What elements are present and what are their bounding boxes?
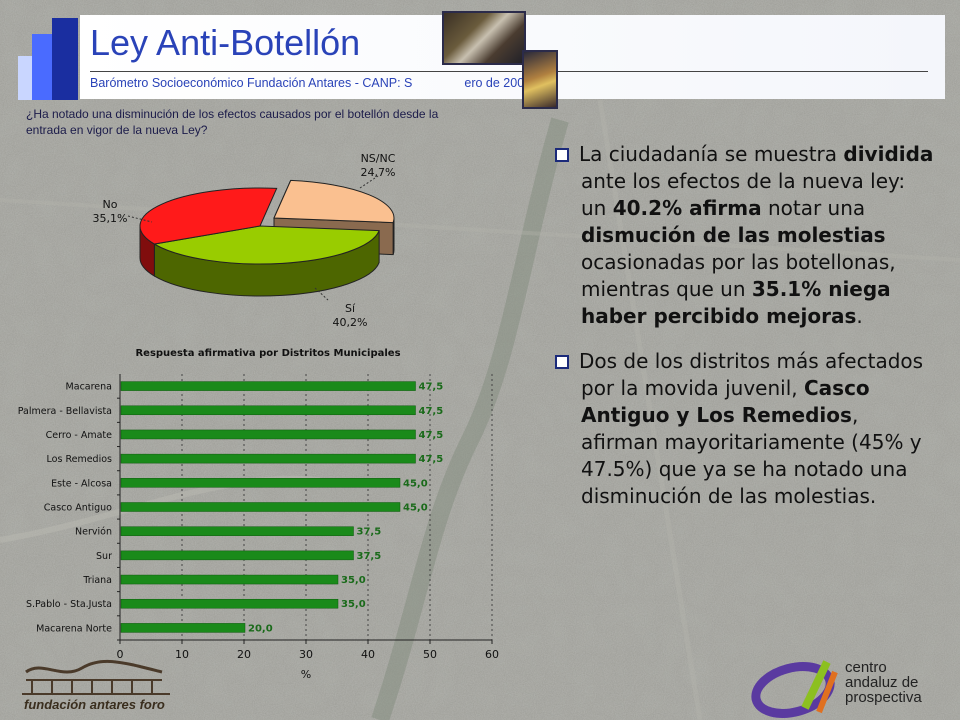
bar-value-label: 37,5 [357, 551, 382, 562]
summary-text-segment: . [856, 304, 863, 328]
pie-value-label: 40,2% [333, 316, 368, 329]
pie-leader-line [127, 215, 153, 223]
summary-text-segment: notar una [761, 196, 866, 220]
x-tick-label: 40 [361, 648, 375, 661]
bar [120, 502, 401, 512]
centro-andaluz-logo-icon [751, 660, 838, 718]
x-axis-label: % [301, 668, 311, 681]
bar-value-label: 47,5 [419, 382, 444, 393]
bar-value-label: 37,5 [357, 527, 382, 538]
category-label: Macarena [66, 382, 112, 393]
category-label: Palmera - Bellavista [18, 406, 112, 417]
summary-text-segment: 35.1% niega haber percibido mejoras [581, 277, 891, 328]
summary-text: La ciudadanía se muestra dividida ante l… [555, 141, 935, 528]
summary-text-segment: ante los efectos de la nueva ley: un [581, 169, 906, 220]
x-tick-label: 60 [485, 648, 499, 661]
summary-text-segment: 40.2% afirma [612, 196, 762, 220]
summary-text-segment: Casco Antiguo y Los Remedios [581, 376, 870, 427]
category-label: Este - Alcosa [51, 478, 112, 489]
header-photo-bottles [442, 11, 526, 65]
bar-value-label: 45,0 [403, 503, 428, 514]
bar-value-label: 47,5 [419, 454, 444, 465]
bar-value-label: 35,0 [341, 599, 366, 610]
bar-value-label: 47,5 [419, 406, 444, 417]
pie-value-label: 24,7% [361, 166, 396, 179]
header-photo-crowd [522, 50, 558, 109]
bar [120, 526, 354, 536]
summary-text-segment: , afirman mayoritariamente (45% y 47.5%)… [581, 403, 922, 508]
bar [120, 623, 246, 633]
pie-slice-no [139, 187, 278, 245]
summary-text-segment: ocasionadas por las botellonas, mientras… [581, 250, 896, 301]
x-tick-label: 30 [299, 648, 313, 661]
header-divider [90, 71, 928, 72]
checkbox-bullet-icon [555, 148, 569, 162]
antares-logo-text: fundación antares foro [24, 697, 165, 712]
x-tick-label: 0 [117, 648, 124, 661]
category-label: Macarena Norte [36, 623, 112, 634]
centro-andaluz-logo-text: centro andaluz de prospectiva [845, 659, 922, 706]
antares-bridge-logo-icon [22, 659, 170, 695]
pie-label: Sí [345, 302, 356, 315]
pie-value-label: 35,1% [93, 212, 128, 225]
bar [120, 453, 416, 464]
category-label: Sur [96, 551, 112, 562]
bar [120, 598, 339, 609]
bar-chart: Respuesta afirmativa por Distritos Munic… [18, 348, 499, 681]
x-tick-label: 10 [175, 648, 189, 661]
summary-paragraph-2: Dos de los distritos más afectados por l… [555, 348, 935, 510]
header-logo-blocks [18, 18, 78, 100]
category-label: Nervión [75, 527, 112, 538]
pie-label: No [103, 198, 118, 211]
category-label: Casco Antiguo [44, 503, 112, 514]
x-tick-label: 50 [423, 648, 437, 661]
summary-text-segment: dividida [843, 142, 934, 166]
survey-question: ¿Ha notado una disminución de los efecto… [26, 107, 439, 137]
checkbox-bullet-icon [555, 355, 569, 369]
bar [120, 429, 416, 440]
bar-value-label: 45,0 [403, 478, 428, 489]
summary-text-segment: Dos de los distritos más afectados por l… [579, 349, 924, 400]
category-label: Los Remedios [47, 454, 113, 465]
bar [120, 381, 416, 391]
pie-slice-s [152, 225, 380, 265]
pie-label: NS/NC [361, 152, 396, 165]
pie-slice-nsnc [273, 179, 395, 224]
bar-value-label: 47,5 [419, 430, 444, 441]
bar-value-label: 20,0 [248, 623, 273, 634]
page-subtitle: Barómetro Socioeconómico Fundación Antar… [90, 76, 532, 90]
page-title: Ley Anti-Botellón [90, 22, 361, 63]
category-label: Cerro - Amate [46, 430, 112, 441]
pie-leader-line [314, 287, 329, 301]
summary-paragraph-1: La ciudadanía se muestra dividida ante l… [555, 141, 935, 330]
x-tick-label: 20 [237, 648, 251, 661]
bar [120, 478, 401, 488]
bar [120, 574, 339, 585]
bar [120, 405, 416, 416]
bar-value-label: 35,0 [341, 575, 366, 586]
bar [120, 550, 354, 561]
summary-text-segment: La ciudadanía se muestra [579, 142, 844, 166]
category-label: S.Pablo - Sta.Justa [26, 599, 112, 610]
summary-text-segment: dismución de las molestias [581, 223, 886, 247]
category-label: Triana [82, 575, 112, 586]
bar-chart-title: Respuesta afirmativa por Distritos Munic… [135, 348, 400, 359]
